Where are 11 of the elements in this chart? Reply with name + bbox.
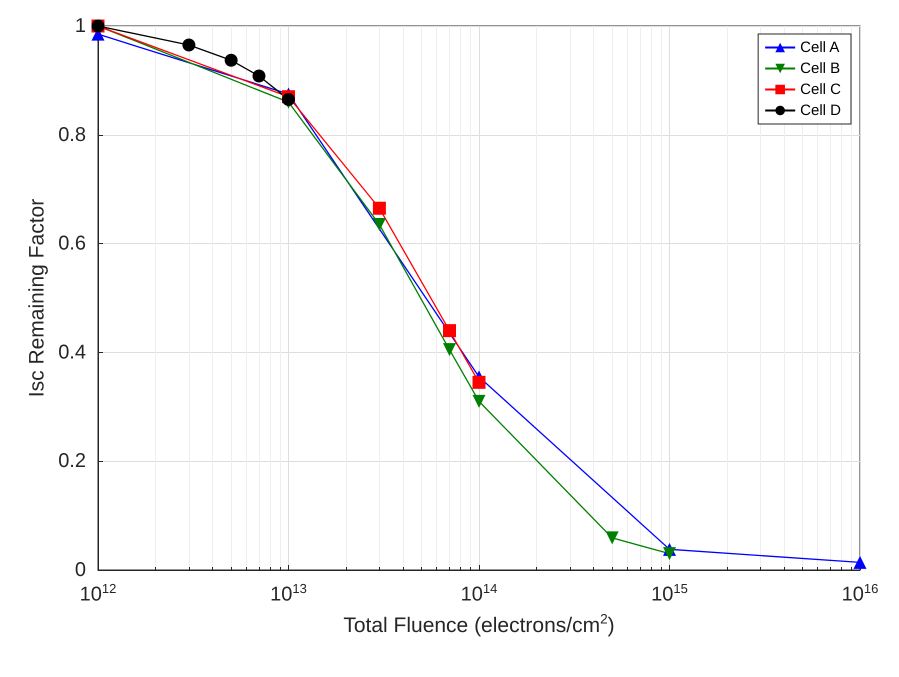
legend-label: Cell D <box>800 102 842 119</box>
y-tick-label: 0.2 <box>58 450 86 472</box>
y-tick-label: 0.8 <box>58 124 86 146</box>
y-tick-label: 0.6 <box>58 232 86 255</box>
legend-label: Cell B <box>800 60 840 77</box>
y-axis-title: Isc Remaining Factor <box>25 198 48 398</box>
y-tick-label: 0.4 <box>58 341 86 364</box>
legend-label: Cell C <box>800 81 842 98</box>
y-tick-label: 0 <box>74 559 86 581</box>
legend-label: Cell A <box>800 39 840 56</box>
y-tick-label: 1 <box>74 15 86 37</box>
